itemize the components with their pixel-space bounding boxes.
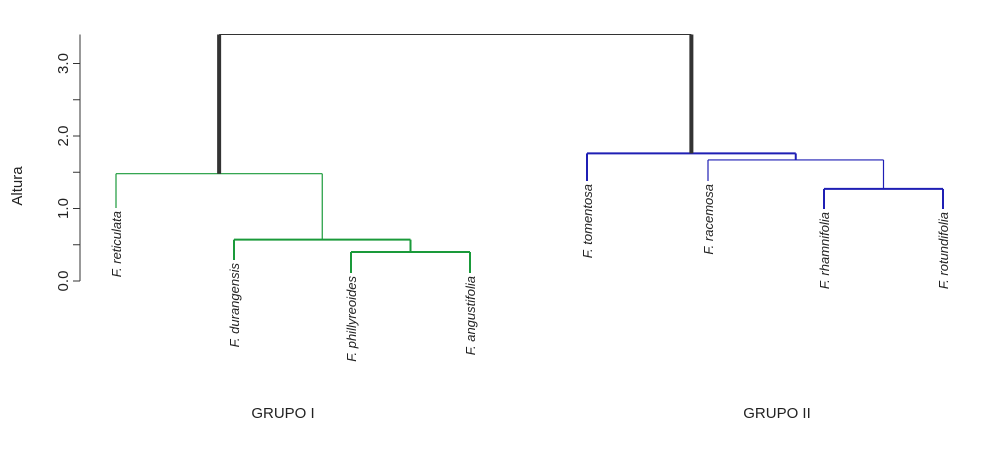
- leaf-label-tomentosa: F. tomentosa: [580, 184, 595, 258]
- y-tick-label: 1.0: [55, 198, 72, 219]
- y-tick-label: 2.0: [55, 126, 72, 147]
- y-axis: 0.0 1.0 2.0 3.0 Altura: [9, 34, 81, 291]
- y-tick-label: 0.0: [55, 271, 72, 292]
- merge-m5: [707, 159, 885, 189]
- leaf-labels: F. reticulata F. durangensis F. phillyreoi…: [109, 184, 951, 362]
- merge-m3: [115, 173, 323, 240]
- merge-root: [217, 34, 694, 174]
- leaf-label-racemosa: F. racemosa: [701, 184, 716, 255]
- leaf-label-angustifolia: F. angustifolia: [463, 276, 478, 355]
- merge-m1: [350, 251, 471, 273]
- merge-m6: [586, 152, 797, 181]
- merge-m4: [823, 187, 944, 209]
- y-tick-label: 3.0: [55, 53, 72, 74]
- group-label-blue: GRUPO II: [743, 405, 811, 422]
- y-axis-label: Altura: [9, 166, 26, 206]
- dendrogram-tree: [115, 34, 944, 273]
- y-axis-ticks: 0.0 1.0 2.0 3.0: [55, 53, 80, 291]
- group-label-green: GRUPO I: [251, 405, 314, 422]
- leaf-label-phillyreoides: F. phillyreoides: [344, 276, 359, 362]
- leaf-label-rhamnifolia: F. rhamnifolia: [817, 212, 832, 289]
- leaf-label-reticulata: F. reticulata: [109, 211, 124, 277]
- leaf-label-durangensis: F. durangensis: [227, 263, 242, 348]
- group-labels: GRUPO I GRUPO II: [251, 405, 810, 422]
- merge-m2: [233, 238, 412, 260]
- leaf-label-rotundifolia: F. rotundifolia: [936, 212, 951, 289]
